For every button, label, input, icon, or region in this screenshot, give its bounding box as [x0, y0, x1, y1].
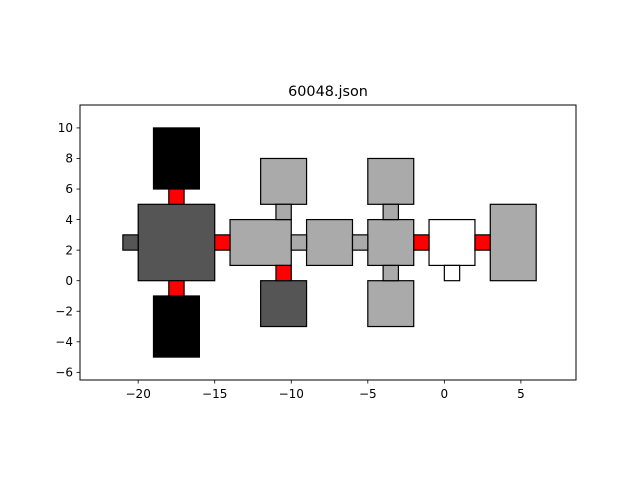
connector-rect	[168, 188, 185, 205]
x-tick-label: −20	[126, 387, 151, 401]
room-rect	[428, 218, 476, 267]
x-tick-label: −15	[202, 387, 227, 401]
x-tick-label: 0	[441, 387, 449, 401]
room-rect	[305, 218, 354, 267]
x-tick-label: −5	[359, 387, 377, 401]
y-tick-label: −2	[55, 304, 73, 318]
connector-rect	[168, 280, 185, 297]
room-rect	[489, 203, 537, 282]
room-rect	[367, 280, 415, 328]
room-rect	[367, 157, 415, 205]
y-axis: −6 −4 −2 0 2 4 6 8 10	[55, 121, 80, 380]
room-rect	[137, 203, 216, 282]
connector-rect	[382, 203, 400, 221]
y-tick-label: 10	[58, 121, 73, 135]
y-tick-label: 4	[65, 213, 73, 227]
connector-rect	[351, 234, 369, 251]
connector-rect	[382, 264, 400, 282]
y-tick-label: −4	[55, 335, 73, 349]
connector-rect	[275, 203, 292, 221]
connector-rect	[474, 234, 491, 251]
y-tick-label: 6	[65, 182, 73, 196]
room-rect	[152, 295, 201, 358]
chart-title: 60048.json	[288, 84, 368, 100]
x-tick-label: −10	[279, 387, 304, 401]
room-rect	[260, 157, 308, 205]
connector-rect	[275, 264, 292, 282]
y-tick-label: −6	[55, 366, 73, 380]
y-tick-label: 0	[65, 274, 73, 288]
y-tick-label: 8	[65, 152, 73, 166]
room-rect	[122, 234, 139, 251]
connector-rect	[214, 234, 231, 251]
x-tick-label: 5	[517, 387, 525, 401]
plot-marks	[122, 127, 537, 358]
x-axis: −20 −15 −10 −5 0 5	[126, 380, 525, 401]
connector-rect	[290, 234, 308, 251]
room-rect	[260, 280, 308, 328]
connector-rect	[413, 234, 430, 251]
room-rect	[443, 264, 461, 282]
plot-frame	[79, 104, 577, 381]
room-rect	[229, 218, 292, 267]
room-rect	[367, 218, 415, 267]
room-rect	[152, 127, 201, 190]
y-tick-label: 2	[65, 243, 73, 257]
